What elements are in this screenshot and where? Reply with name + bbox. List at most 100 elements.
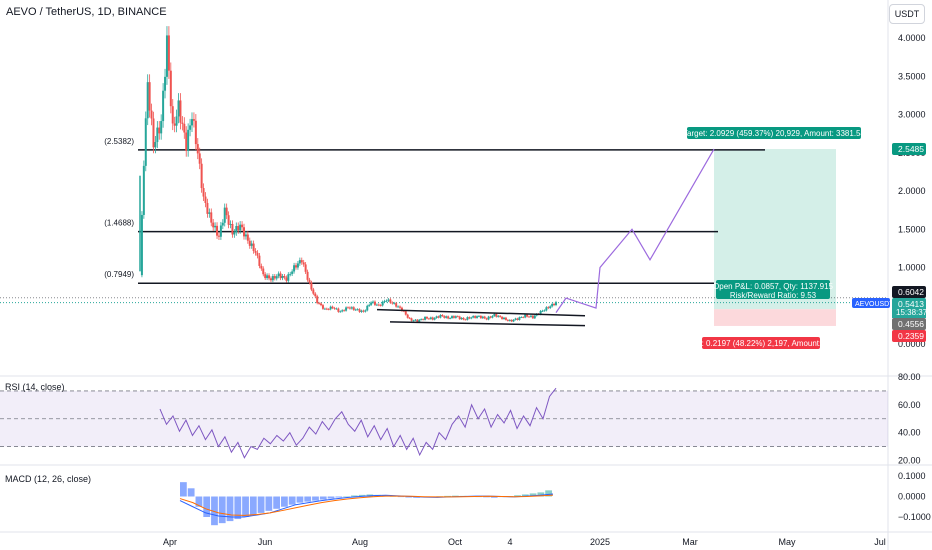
candle — [531, 315, 534, 319]
candle — [146, 82, 149, 119]
candle — [189, 125, 192, 130]
candle — [414, 319, 417, 321]
candle — [495, 314, 498, 317]
candle — [524, 314, 527, 318]
candle — [271, 276, 274, 281]
macd-histogram-bar — [242, 496, 249, 517]
candle — [177, 100, 180, 117]
candle — [252, 243, 255, 251]
symbol-title[interactable]: AEVO / TetherUS, 1D, BINANCE — [6, 6, 167, 18]
candle — [287, 274, 290, 281]
signal-line — [179, 494, 554, 516]
x-tick-label: 4 — [507, 537, 512, 547]
candle — [377, 304, 380, 306]
candle — [144, 118, 147, 166]
candle — [227, 215, 230, 225]
candle — [269, 278, 272, 281]
macd-histogram-bar — [451, 495, 459, 497]
level-label: (2.5382) — [104, 137, 134, 146]
y-tick-label: 1.5000 — [898, 224, 926, 234]
candle — [373, 301, 376, 305]
candle — [387, 299, 390, 301]
rsi-tick-label: 60.00 — [898, 400, 921, 410]
candle — [477, 315, 480, 317]
candle — [237, 225, 240, 231]
candle — [162, 90, 165, 122]
candle — [154, 142, 157, 148]
candle — [399, 306, 401, 308]
candle — [233, 232, 236, 235]
candle — [364, 310, 367, 312]
candle — [289, 273, 292, 275]
symbol-tag: AEVOUSDT — [855, 301, 894, 308]
candle — [300, 260, 303, 263]
candle — [254, 250, 257, 253]
candle — [418, 319, 421, 323]
macd-histogram-bar — [187, 488, 195, 497]
level-label: (1.4688) — [104, 219, 134, 228]
x-tick-label: Jul — [874, 537, 886, 547]
candle — [464, 319, 467, 321]
candle — [244, 234, 247, 237]
target-price-tag: 2.5485 — [898, 144, 924, 154]
candle — [156, 127, 159, 143]
candle — [194, 120, 197, 145]
candle — [273, 276, 276, 279]
candle — [250, 243, 253, 246]
target-price-tag-box — [892, 143, 926, 156]
macd-tick-label: 0.1000 — [898, 471, 926, 481]
macd-histogram-bar — [335, 496, 343, 498]
candle — [547, 307, 550, 309]
stop-label: Stop: 0.2197 (48.22%) 2,197, Amount: 750 — [685, 339, 837, 348]
candle — [375, 304, 378, 306]
candle — [152, 118, 155, 148]
channel-lower-line — [389, 321, 586, 327]
open-pnl-label-box — [716, 280, 830, 299]
level-label: (0.7949) — [104, 270, 134, 279]
macd-histogram-bar — [537, 492, 545, 497]
candle — [487, 316, 490, 320]
macd-histogram-bar — [490, 496, 498, 498]
level-price-tag-box — [892, 286, 926, 298]
countdown-timer: 15:38:37 — [896, 308, 928, 317]
candle — [389, 299, 392, 303]
candle — [191, 119, 193, 126]
candle — [314, 293, 317, 297]
candle — [246, 234, 249, 241]
candle — [196, 144, 199, 154]
candle — [429, 317, 432, 319]
current-price-tag: 0.5413 — [898, 299, 924, 309]
candle — [381, 301, 384, 306]
candle — [470, 317, 473, 319]
x-tick-label: Apr — [163, 537, 177, 547]
candle — [202, 188, 205, 197]
candle — [171, 106, 174, 124]
macd-histogram-bar — [521, 494, 529, 497]
candle — [447, 316, 450, 319]
rsi-tick-label: 40.00 — [898, 428, 921, 438]
y-tick-label: 0.0000 — [898, 339, 926, 349]
candle — [385, 300, 388, 302]
macd-histogram-bar — [180, 482, 187, 497]
macd-histogram-bar — [296, 496, 304, 503]
candle — [320, 303, 323, 306]
currency-button[interactable]: USDT — [889, 4, 925, 24]
candle — [543, 310, 546, 312]
candle — [185, 132, 188, 151]
candle — [335, 308, 338, 310]
candle — [348, 307, 351, 309]
macd-histogram-bar — [203, 496, 211, 517]
candle — [435, 316, 438, 318]
candle — [555, 302, 557, 305]
candle — [268, 275, 271, 279]
level-price-tag: 0.6042 — [898, 287, 924, 297]
rsi-tick-label: 80.00 — [898, 372, 921, 382]
candle — [501, 316, 504, 320]
countdown-box — [892, 307, 926, 318]
candle — [164, 76, 167, 91]
x-tick-label: Oct — [448, 537, 463, 547]
candle — [485, 318, 488, 320]
macd-histogram-bar — [483, 496, 490, 498]
candle — [420, 319, 423, 320]
